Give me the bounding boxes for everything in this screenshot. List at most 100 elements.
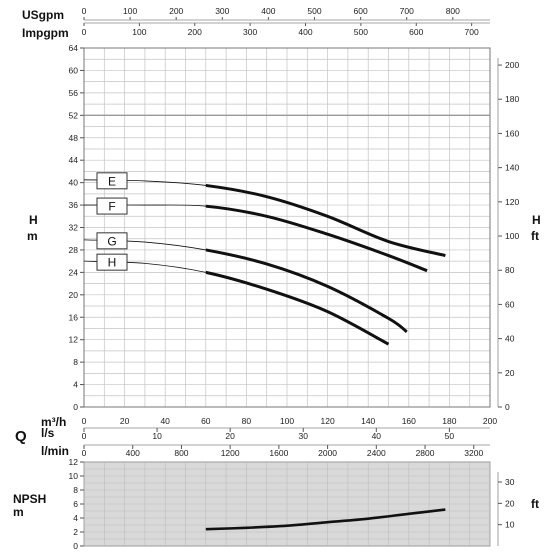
impgpm-tick-label: 400 [298,27,312,37]
usgpm-tick-label: 200 [169,6,183,16]
ls-tick-label: 50 [445,431,455,441]
lmin-tick-label: 0 [82,448,87,458]
usgpm-tick-label: 300 [215,6,229,16]
lmin-tick-label: 1600 [269,448,288,458]
head-curves: EF GH [83,172,446,346]
lmin-tick-label: 2800 [416,448,435,458]
usgpm-tick-label: 600 [354,6,368,16]
y-tick-label-m: 56 [69,88,79,98]
m3h-tick-label: 40 [160,416,170,426]
m3h-tick-label: 0 [82,416,87,426]
usgpm-label: USgpm [22,8,64,22]
curve-label-box-f [96,197,128,215]
curve-g-thin [83,239,408,333]
ls-tick-label: 0 [82,431,87,441]
y-tick-label-ft: 100 [505,231,519,241]
npsh-y-tick-label-ft: 20 [505,498,515,508]
lmin-tick-label: 400 [126,448,140,458]
npsh-curve [205,508,446,531]
npsh-y-tick-label-m: 8 [73,485,78,495]
curve-label-g: G [107,234,116,248]
m3h-tick-label: 200 [483,416,497,426]
y-tick-label-m: 44 [69,155,79,165]
lmin-tick-label: 2400 [367,448,386,458]
ls-tick-label: 30 [299,431,309,441]
ls-tick-label: 40 [372,431,382,441]
impgpm-tick-label: 700 [465,27,479,37]
y-tick-label-m: 24 [69,267,79,277]
npsh-curve-line [205,508,446,531]
curve-e-thin [83,179,446,256]
y-tick-label-m: 60 [69,65,79,75]
y-tick-label-ft: 80 [505,265,515,275]
lmin-tick-label: 800 [174,448,188,458]
npsh-y-tick-label-ft: 10 [505,520,515,530]
curve-f [205,204,428,273]
y-tick-label-m: 8 [73,357,78,367]
curve-label-box-h [96,253,128,271]
y-tick-label-m: 12 [69,335,79,345]
y-tick-label-ft: 160 [505,128,519,138]
top-flow-axes: 0 100 200 300 400 500 600 700 800 0 100 200 300 400 50… [82,6,490,37]
npsh-grid: 0 2 4 6 8 10 12 10 20 30 [69,457,515,551]
y-tick-label-m: 48 [69,133,79,143]
h-right-label: H [532,213,541,227]
npsh-label: NPSH [13,492,46,506]
curve-label-e: E [108,174,116,188]
y-tick-label-ft: 200 [505,60,519,70]
m3h-label: m³/h [41,415,66,429]
y-tick-label-ft: 0 [505,402,510,412]
lmin-tick-label: 1200 [221,448,240,458]
impgpm-tick-label: 500 [354,27,368,37]
lmin-label: l/min [41,444,69,458]
ls-tick-label: 20 [225,431,235,441]
npsh-y-tick-label-m: 0 [73,541,78,551]
m3h-tick-label: 100 [280,416,294,426]
ls-label: l/s [41,426,55,440]
q-label: Q [15,428,27,445]
npsh-y-tick-label-m: 12 [69,457,79,467]
ls-tick-label: 10 [152,431,162,441]
usgpm-tick-label: 0 [82,6,87,16]
usgpm-tick-label: 400 [261,6,275,16]
lmin-tick-label: 2000 [318,448,337,458]
impgpm-tick-label: 200 [188,27,202,37]
y-tick-label-ft: 140 [505,163,519,173]
h-left-label: H [29,213,38,227]
y-tick-label-ft: 180 [505,94,519,104]
ft-right-label: ft [531,229,539,243]
impgpm-tick-label: 300 [243,27,257,37]
impgpm-tick-label: 100 [132,27,146,37]
usgpm-tick-label: 500 [307,6,321,16]
head-grid: 0481216202428323640444852566064020406080… [69,43,520,412]
npsh-ft-label: ft [531,497,539,511]
m3h-tick-label: 120 [321,416,335,426]
usgpm-tick-label: 700 [400,6,414,16]
curve-label-box-e [96,172,128,190]
y-tick-label-m: 40 [69,178,79,188]
impgpm-label: Impgpm [22,26,69,40]
y-tick-label-m: 16 [69,312,79,322]
curve-label-h: H [108,256,117,270]
m3h-tick-label: 20 [120,416,130,426]
npsh-y-tick-label-ft: 30 [505,477,515,487]
m3h-tick-label: 80 [242,416,252,426]
curve-g [205,248,408,334]
y-tick-label-ft: 20 [505,368,515,378]
m3h-tick-label: 140 [361,416,375,426]
bottom-flow-axes: 0 20 40 60 80 100 120 140 160 180 2000 10 20 30 40 500 4… [82,416,498,458]
usgpm-tick-label: 800 [446,6,460,16]
y-tick-label-m: 64 [69,43,79,53]
m3h-tick-label: 180 [442,416,456,426]
curve-label-f: F [108,200,115,214]
y-tick-label-m: 4 [73,380,78,390]
curve-h [205,270,390,346]
y-tick-label-m: 0 [73,402,78,412]
m-left-label: m [27,229,38,243]
m3h-tick-label: 160 [402,416,416,426]
y-tick-label-m: 32 [69,223,79,233]
curve-e [205,183,446,258]
impgpm-tick-label: 600 [409,27,423,37]
npsh-y-tick-label-m: 4 [73,513,78,523]
